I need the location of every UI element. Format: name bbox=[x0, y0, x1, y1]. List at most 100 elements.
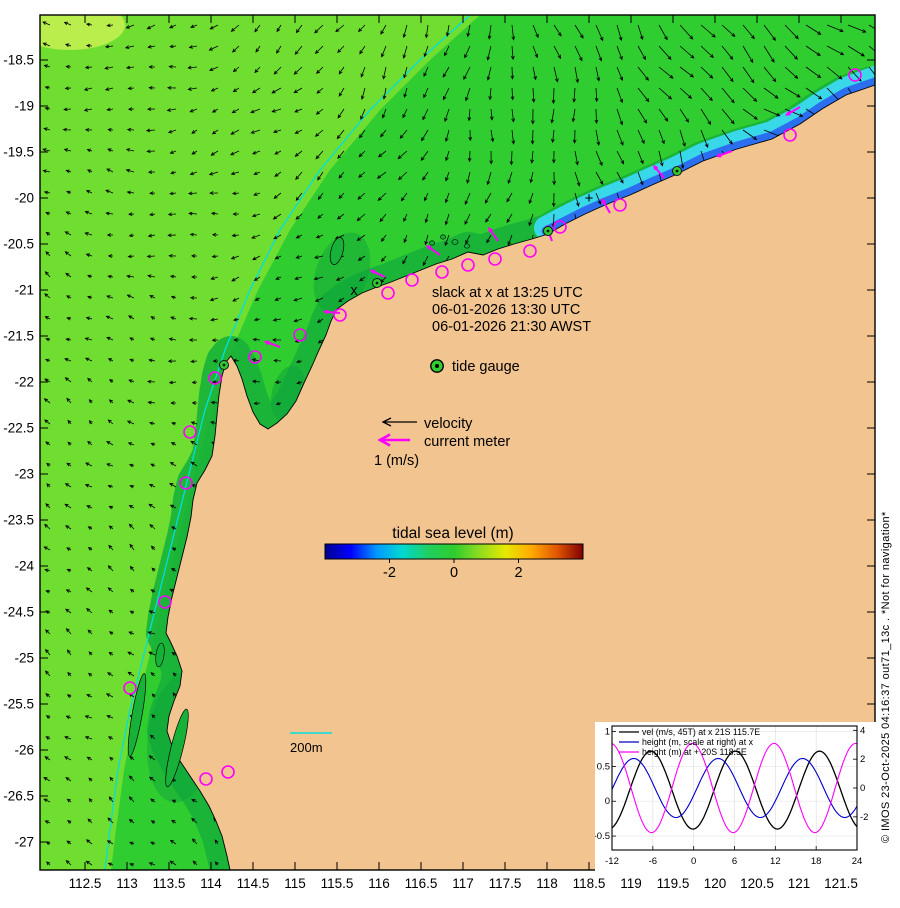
lat-tick-label: -18.5 bbox=[3, 53, 34, 68]
velocity-arrow bbox=[444, 213, 450, 226]
velocity-arrow bbox=[381, 45, 387, 58]
velocity-arrow bbox=[423, 66, 429, 77]
velocity-arrow bbox=[295, 171, 303, 180]
velocity-arrow bbox=[191, 817, 198, 824]
velocity-arrow bbox=[805, 24, 822, 35]
velocity-arrow bbox=[168, 64, 177, 69]
velocity-arrow bbox=[148, 65, 156, 69]
velocity-arrow bbox=[463, 66, 471, 81]
velocity-arrow bbox=[251, 87, 261, 94]
velocity-arrow bbox=[784, 66, 799, 79]
velocity-arrow bbox=[211, 338, 219, 342]
velocity-arrow bbox=[210, 276, 219, 280]
velocity-arrow bbox=[151, 714, 156, 719]
velocity-arrow bbox=[616, 150, 625, 165]
velocity-arrow bbox=[45, 441, 51, 446]
velocity-arrow bbox=[335, 24, 345, 33]
velocity-arrow bbox=[488, 87, 493, 101]
station-x-marker: x bbox=[350, 283, 358, 299]
velocity-arrow bbox=[172, 672, 177, 677]
velocity-arrow bbox=[232, 66, 240, 73]
velocity-arrow bbox=[191, 129, 198, 134]
velocity-arrow bbox=[65, 608, 72, 614]
velocity-arrow bbox=[637, 87, 650, 103]
velocity-arrow bbox=[87, 274, 93, 279]
lat-tick-label: -19.5 bbox=[3, 145, 34, 160]
depth-contour-label: 200m bbox=[290, 740, 323, 755]
velocity-arrow bbox=[83, 108, 93, 112]
velocity-arrow bbox=[147, 44, 156, 49]
velocity-arrow bbox=[679, 24, 694, 40]
velocity-arrow bbox=[43, 777, 51, 782]
velocity-arrow bbox=[85, 22, 93, 27]
velocity-arrow bbox=[44, 820, 51, 824]
velocity-arrow bbox=[294, 108, 303, 113]
lon-tick-label: 115 bbox=[284, 876, 306, 891]
velocity-arrow bbox=[188, 316, 198, 321]
velocity-arrow bbox=[171, 651, 177, 656]
velocity-arrow bbox=[357, 192, 366, 200]
velocity-arrow bbox=[191, 401, 198, 405]
velocity-arrow bbox=[272, 338, 282, 342]
velocity-arrow bbox=[403, 87, 408, 98]
velocity-arrow bbox=[84, 736, 93, 740]
velocity-arrow bbox=[230, 171, 240, 176]
inset-curves bbox=[611, 742, 858, 834]
velocity-arrow bbox=[530, 108, 535, 125]
velocity-arrow bbox=[88, 797, 93, 803]
velocity-arrow bbox=[377, 150, 387, 158]
longitude-axis: 112.5 113 113.5 114 114.5 115 115.5 116 116.5 117… bbox=[69, 15, 858, 891]
velocity-arrow bbox=[64, 358, 72, 362]
current-meter-arrow bbox=[425, 245, 441, 256]
velocity-arrow bbox=[84, 65, 93, 70]
velocity-arrow bbox=[531, 87, 536, 103]
velocity-arrow bbox=[530, 150, 534, 164]
velocity-arrow bbox=[253, 276, 261, 281]
copyright-watermark: © IMOS 23-Oct-2025 04:16:37 out71_13c . … bbox=[880, 511, 892, 843]
velocity-arrow bbox=[490, 129, 495, 143]
velocity-arrow bbox=[211, 380, 218, 384]
velocity-arrow bbox=[168, 380, 177, 385]
lat-tick-label: -23.5 bbox=[3, 513, 34, 528]
velocity-arrow bbox=[253, 401, 261, 406]
velocity-arrow bbox=[44, 271, 51, 278]
velocity-arrow bbox=[43, 398, 51, 404]
velocity-arrow bbox=[190, 24, 198, 28]
velocity-arrow bbox=[167, 359, 177, 363]
velocity-arrow bbox=[275, 401, 282, 406]
velocity-arrow bbox=[510, 66, 515, 80]
velocity-arrow bbox=[380, 255, 387, 263]
velocity-arrow bbox=[108, 379, 114, 383]
velocity-arrow bbox=[233, 317, 240, 322]
velocity-arrow bbox=[595, 66, 601, 82]
velocity-arrow bbox=[106, 715, 114, 719]
velocity-arrow bbox=[128, 463, 135, 468]
velocity-arrow bbox=[146, 254, 156, 259]
velocity-arrow bbox=[149, 295, 156, 299]
velocity-arrow bbox=[658, 45, 672, 60]
velocity-arrow bbox=[64, 503, 72, 509]
inset-x-tick-label: -12 bbox=[605, 856, 619, 867]
current-meter-site-circle bbox=[179, 476, 193, 490]
velocity-arrow bbox=[489, 150, 494, 165]
instrument-markers-layer bbox=[123, 68, 862, 786]
current-meter-arrow bbox=[601, 197, 611, 214]
velocity-arrow bbox=[552, 171, 557, 186]
inset-legend-label: vel (m/s, 45T) at x 21S 115.7E bbox=[642, 727, 760, 737]
island bbox=[429, 240, 435, 246]
velocity-arrow bbox=[87, 629, 93, 635]
velocity-arrow bbox=[357, 24, 366, 33]
lat-tick-label: -23 bbox=[14, 467, 34, 482]
velocity-arrow bbox=[126, 294, 135, 299]
velocity-arrow bbox=[209, 191, 219, 195]
inset-timeseries-plot: -12 -6 0 6 12 18 24 1 0.5 0 -0.5 4 2 0 -2 vel (m/s, 45… bbox=[595, 722, 877, 872]
velocity-arrow bbox=[230, 129, 240, 135]
velocity-arrow bbox=[679, 150, 685, 169]
velocity-arrow bbox=[83, 87, 93, 91]
velocity-arrow bbox=[187, 65, 198, 70]
velocity-arrow bbox=[67, 441, 72, 446]
velocity-arrow bbox=[44, 670, 51, 677]
velocity-arrow bbox=[637, 150, 644, 165]
velocity-arrow bbox=[171, 547, 177, 552]
velocity-arrow bbox=[445, 129, 450, 143]
